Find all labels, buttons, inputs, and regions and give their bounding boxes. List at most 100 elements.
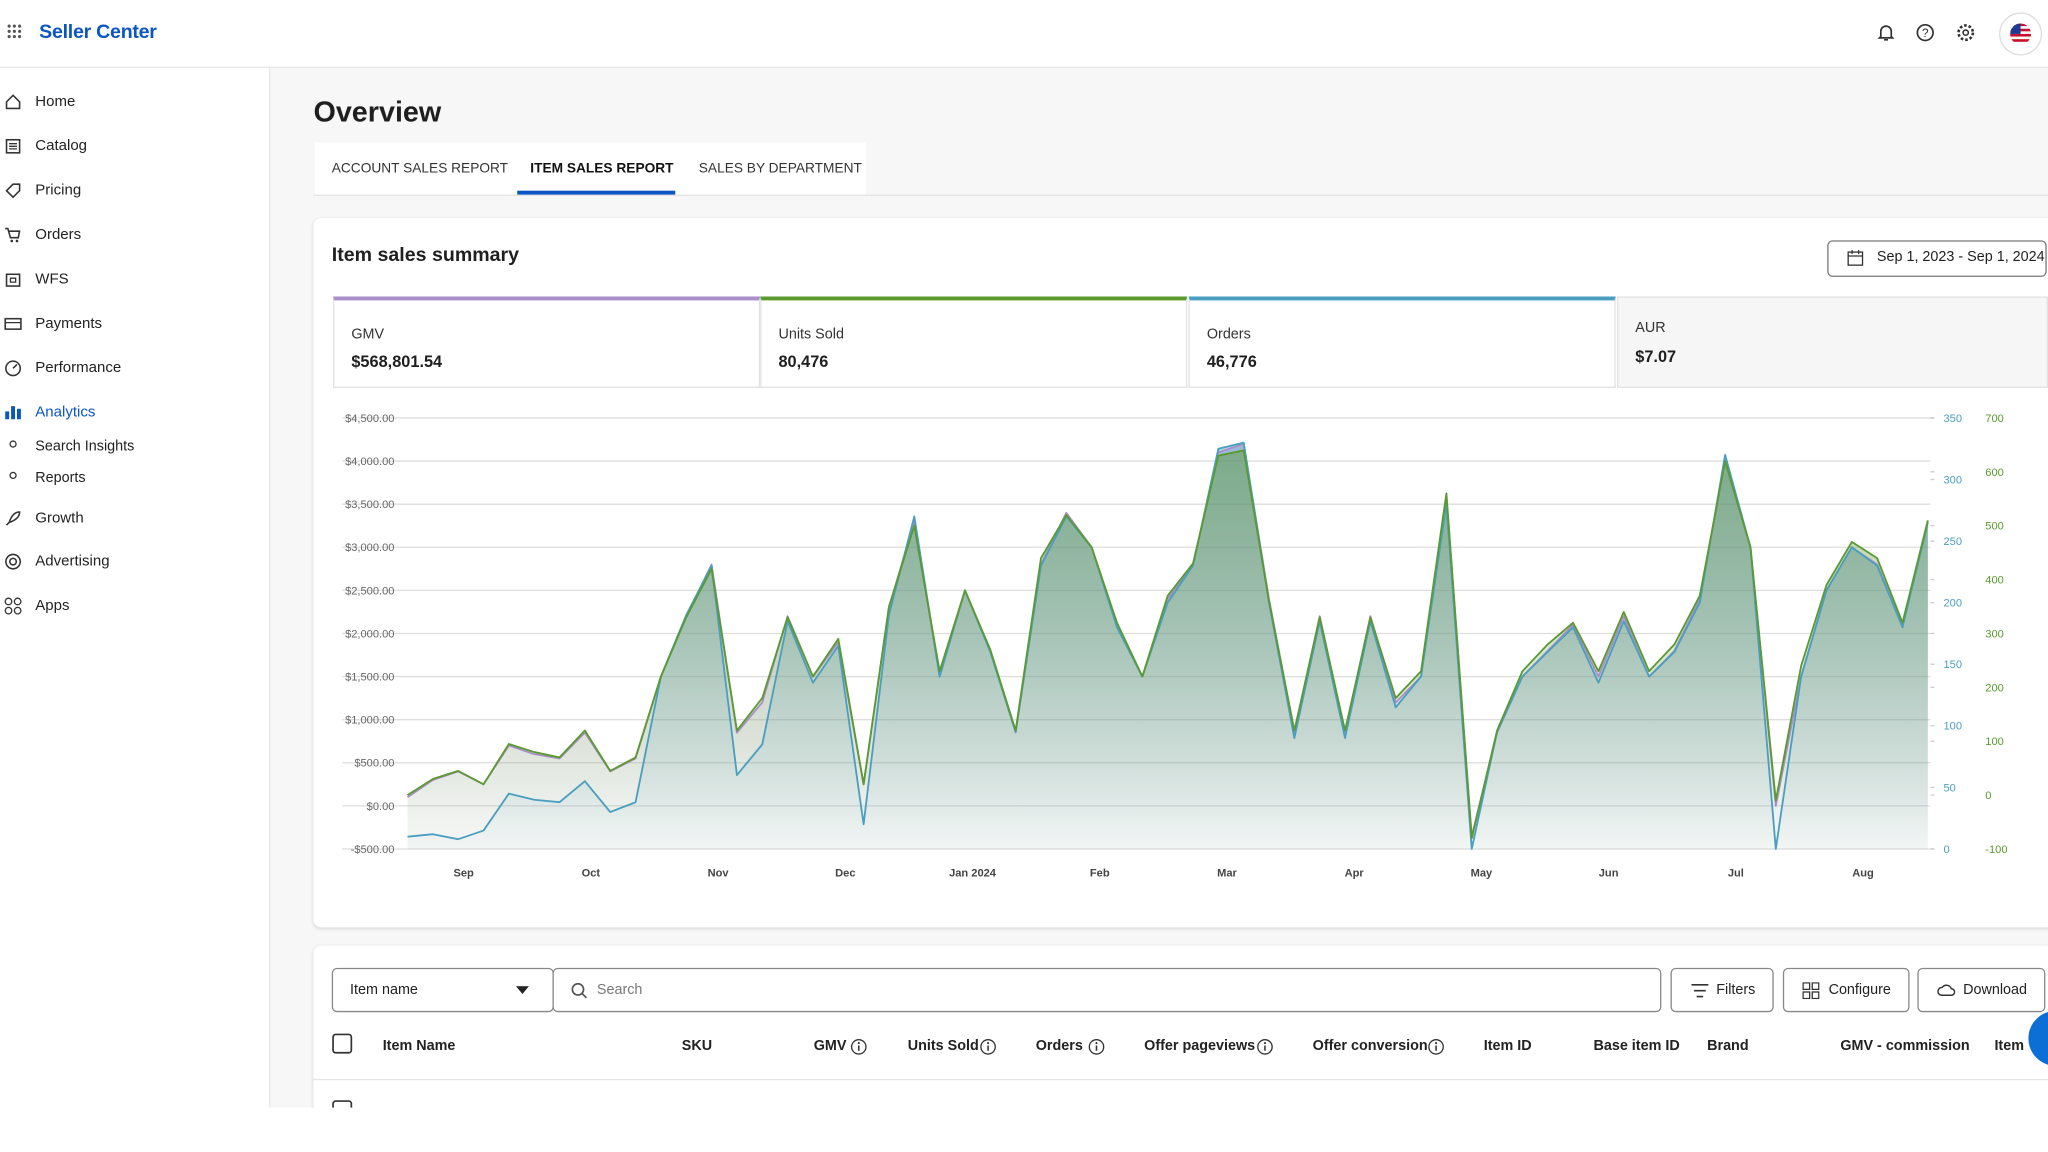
column-header[interactable]: Units Sold: [907, 1038, 979, 1055]
column-header[interactable]: GMV: [813, 1038, 847, 1055]
y-tick-label: 350: [1944, 413, 1963, 425]
tab[interactable]: ITEM SALES REPORT: [530, 160, 674, 177]
x-tick-label: Aug: [1852, 867, 1874, 879]
x-tick-label: Sep: [453, 867, 474, 879]
search-input[interactable]: Search: [552, 967, 1662, 1013]
svg-text:?: ?: [1922, 27, 1929, 40]
info-icon[interactable]: [980, 1038, 997, 1055]
settings-icon[interactable]: [1955, 22, 1976, 43]
date-range: Sep 1, 2023 - Sep 1, 2024: [1876, 249, 2045, 266]
info-icon[interactable]: [850, 1038, 867, 1055]
home-icon: [5, 94, 21, 110]
info-icon[interactable]: [1088, 1038, 1105, 1055]
calendar-icon: [1847, 250, 1864, 266]
bullet: [9, 440, 17, 448]
x-tick-label: Feb: [1090, 867, 1110, 879]
column-header[interactable]: SKU: [681, 1038, 713, 1055]
nav-subitem[interactable]: Reports: [35, 470, 86, 486]
apps-grid-icon[interactable]: [7, 24, 25, 42]
select-all-checkbox[interactable]: [332, 1033, 353, 1054]
filter-icon: [1691, 983, 1709, 998]
nav-item[interactable]: Payments: [35, 316, 103, 332]
info-icon[interactable]: [1428, 1038, 1445, 1055]
top-bar: Seller Center ?: [0, 0, 2048, 68]
button-label: Filters: [1716, 982, 1756, 998]
help-icon[interactable]: ?: [1915, 22, 1936, 43]
metric-card[interactable]: Units Sold 80,476: [760, 296, 1188, 388]
brand[interactable]: Seller Center: [39, 20, 157, 44]
column-header[interactable]: Item ID: [1483, 1038, 1532, 1055]
column-header[interactable]: Offer pageviews: [1144, 1038, 1256, 1055]
metric-card[interactable]: AUR $7.07: [1616, 296, 2048, 388]
metric-label: GMV: [351, 326, 385, 343]
dropdown-arrow: [515, 986, 529, 994]
x-tick-label: Jul: [1728, 867, 1744, 879]
y-tick-label: $0.00: [367, 801, 395, 813]
nav-item[interactable]: Advertising: [35, 553, 110, 570]
notifications-icon[interactable]: [1876, 22, 1897, 43]
column-header[interactable]: Offer conversion: [1312, 1038, 1428, 1055]
configure-button[interactable]: Configure: [1782, 967, 1910, 1013]
y-tick-label: 300: [1944, 474, 1963, 486]
tab-bar: ACCOUNT SALES REPORT ITEM SALES REPORT S…: [314, 142, 866, 195]
column-select[interactable]: Item name: [331, 967, 554, 1013]
y-tick-label: 200: [1985, 682, 2004, 694]
chart: -$500.00 $0.00 $500.00 $1,000.00 $1,500.00 $2…: [342, 413, 2008, 879]
select-value: Item name: [350, 982, 418, 998]
chat-button[interactable]: [2022, 1006, 2048, 1071]
tab[interactable]: SALES BY DEPARTMENT: [698, 160, 862, 177]
column-header[interactable]: GMV - commission: [1840, 1038, 1970, 1055]
column-header[interactable]: Orders: [1035, 1038, 1083, 1055]
apps-icon: [4, 597, 22, 615]
x-tick-label: Jan 2024: [949, 867, 997, 879]
nav-item[interactable]: Pricing: [35, 182, 82, 199]
nav-item[interactable]: Orders: [35, 227, 82, 243]
metric-label: Units Sold: [778, 326, 844, 343]
metric-value: $568,801.54: [351, 352, 443, 371]
pricing-icon: [5, 183, 21, 199]
tab[interactable]: ACCOUNT SALES REPORT: [331, 160, 509, 177]
info-icon[interactable]: [1256, 1038, 1273, 1055]
metric-card[interactable]: Orders 46,776: [1188, 296, 1616, 388]
series-area: [407, 450, 1928, 849]
x-tick-label: Dec: [835, 867, 855, 879]
account-avatar[interactable]: [1998, 12, 2043, 56]
x-tick-label: Oct: [582, 867, 601, 879]
nav-item[interactable]: WFS: [35, 271, 69, 288]
date-range-button[interactable]: [1827, 240, 2047, 277]
orders-icon: [5, 227, 21, 243]
nav-item[interactable]: Analytics: [35, 404, 96, 421]
y-tick-label: -$500.00: [351, 844, 395, 856]
configure-icon: [1802, 982, 1820, 1000]
series-line: [407, 449, 1929, 840]
y-tick-label: 300: [1985, 628, 2004, 640]
y-tick-label: $4,000.00: [345, 456, 394, 468]
nav-item[interactable]: Apps: [35, 598, 70, 614]
download-button[interactable]: Download: [1917, 967, 2046, 1013]
sidebar-nav: Home Catalog Pricing Orders WFS Payments…: [0, 0, 269, 1152]
column-header[interactable]: Brand: [1707, 1038, 1749, 1055]
metric-card[interactable]: GMV $568,801.54: [333, 296, 761, 388]
y-tick-label: 700: [1985, 413, 2004, 425]
catalog-icon: [5, 138, 21, 154]
metric-value: 46,776: [1206, 352, 1257, 371]
nav-item[interactable]: Performance: [35, 360, 122, 377]
y-tick-label: 200: [1944, 598, 1963, 610]
y-tick-label: 0: [1985, 790, 1991, 802]
y-tick-label: $1,000.00: [345, 715, 394, 727]
y-tick-label: $2,000.00: [345, 628, 394, 640]
column-header[interactable]: Item Name: [382, 1038, 456, 1055]
nav-item[interactable]: Growth: [35, 510, 84, 527]
y-tick-label: 100: [1985, 736, 2004, 748]
metric-label: AUR: [1635, 319, 1666, 336]
metric-value: $7.07: [1635, 347, 1677, 366]
filters-button[interactable]: Filters: [1670, 967, 1774, 1013]
y-tick-label: $1,500.00: [345, 671, 394, 683]
y-tick-label: 100: [1944, 721, 1963, 733]
nav-item[interactable]: Home: [35, 94, 76, 110]
nav-item[interactable]: Catalog: [35, 138, 88, 155]
column-header[interactable]: Base item ID: [1593, 1038, 1680, 1055]
nav-subitem[interactable]: Search Insights: [35, 438, 135, 455]
